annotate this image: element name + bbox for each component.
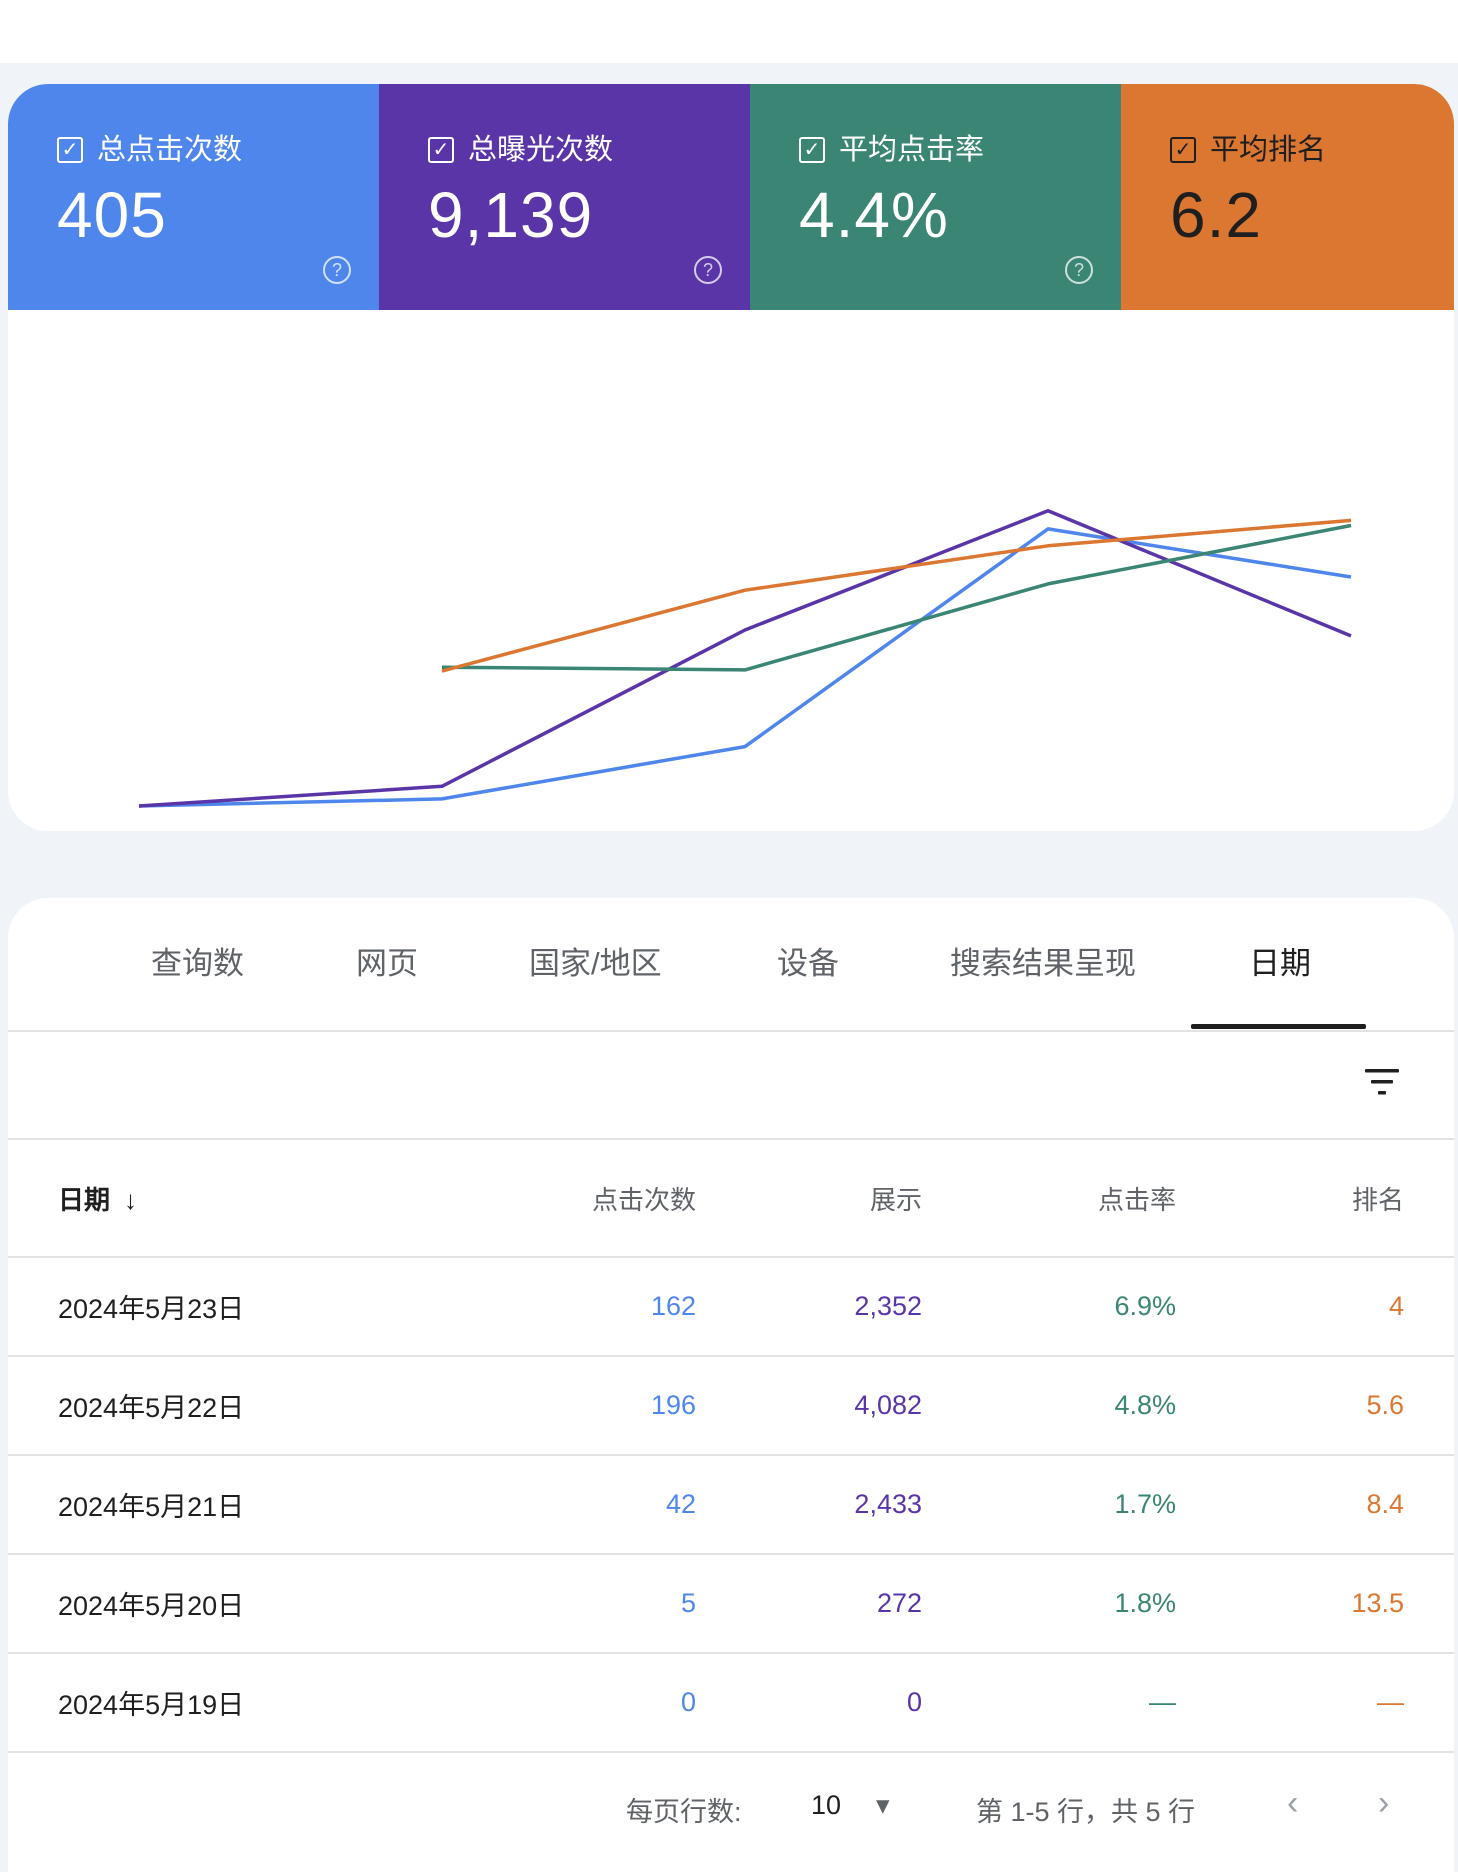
tab-dates[interactable]: 日期 [1249,946,1311,981]
cell-date: 2024年5月23日 [58,1294,245,1324]
rows-per-page-select[interactable]: 10 [811,1790,842,1820]
metric-header: ✓ 总曝光次数 [428,133,750,167]
metric-total-clicks[interactable]: ✓ 总点击次数 405 ? [8,84,379,310]
cell-ctr: 1.7% [1114,1489,1176,1519]
metric-value: 405 [57,179,167,251]
cell-date: 2024年5月22日 [58,1393,245,1423]
table-row[interactable]: 2024年5月21日 42 2,433 1.7% 8.4 [8,1455,1454,1554]
cell-impressions: 272 [876,1588,922,1618]
help-icon[interactable]: ? [1065,256,1093,284]
series-line-0 [138,527,1352,808]
column-header-date[interactable]: 日期 ↓ [8,1140,388,1257]
metric-label: 总点击次数 [97,134,243,166]
metric-value: 4.4% [799,179,949,251]
cell-date: 2024年5月19日 [58,1690,245,1720]
checkbox-checked-icon[interactable]: ✓ [1170,137,1196,163]
cell-position: 13.5 [1351,1588,1404,1618]
series-line-3 [441,518,1352,673]
filter-bar [8,1032,1454,1140]
metric-value: 6.2 [1170,179,1262,251]
cell-clicks: 0 [680,1687,696,1717]
column-header-impressions[interactable]: 展示 [869,1184,922,1215]
cell-clicks: 196 [650,1390,696,1420]
checkbox-checked-icon[interactable]: ✓ [428,137,454,163]
tab-countries[interactable]: 国家/地区 [529,946,662,981]
checkbox-checked-icon[interactable]: ✓ [57,137,83,163]
checkbox-checked-icon[interactable]: ✓ [799,137,825,163]
cell-position: 4 [1388,1291,1404,1321]
cell-position: 8.4 [1366,1489,1404,1519]
dimension-tabs: 查询数 网页 国家/地区 设备 搜索结果呈现 日期 [8,898,1454,1032]
sort-arrow-down-icon[interactable]: ↓ [124,1184,138,1215]
performance-line-chart: 2024/5/192024/5/202024/5/212024/5/222024… [138,509,1352,808]
cell-impressions: 0 [906,1687,922,1717]
top-bar [0,0,1458,63]
cell-clicks: 162 [650,1291,696,1321]
tab-pages[interactable]: 网页 [356,946,418,981]
pagination: 每页行数: 10 ▾ 第 1-5 行，共 5 行 ‹ › [8,1750,1454,1872]
table-row[interactable]: 2024年5月23日 162 2,352 6.9% 4 [8,1257,1454,1356]
cell-ctr: 6.9% [1114,1291,1176,1321]
metric-average-ctr[interactable]: ✓ 平均点击率 4.4% ? [750,84,1121,310]
cell-date: 2024年5月21日 [58,1492,245,1522]
table-row[interactable]: 2024年5月20日 5 272 1.8% 13.5 [8,1554,1454,1653]
series-line-2 [441,523,1352,672]
metric-cards: ✓ 总点击次数 405 ? ✓ 总曝光次数 9,139 ? ✓ 平均点击率 4.… [8,84,1454,310]
cell-ctr: 1.8% [1114,1588,1176,1618]
metric-average-position[interactable]: ✓ 平均排名 6.2 ? [1121,84,1454,310]
cell-clicks: 5 [680,1588,696,1618]
cell-clicks: 42 [665,1489,696,1519]
help-icon[interactable]: ? [694,256,722,284]
performance-card: ✓ 总点击次数 405 ? ✓ 总曝光次数 9,139 ? ✓ 平均点击率 4.… [8,84,1454,831]
metric-header: ✓ 平均点击率 [799,133,1121,167]
metric-total-impressions[interactable]: ✓ 总曝光次数 9,139 ? [379,84,750,310]
metric-value: 9,139 [428,179,594,251]
metric-header: ✓ 平均排名 [1170,133,1454,167]
cell-date: 2024年5月20日 [58,1591,245,1621]
rows-per-page-label: 每页行数: [626,1797,742,1827]
series-line-1 [138,509,1352,808]
cell-impressions: 2,352 [854,1291,922,1321]
details-card: 查询数 网页 国家/地区 设备 搜索结果呈现 日期 日期 ↓ 点击次数 展示 点击… [8,898,1454,1872]
tab-search-appearance[interactable]: 搜索结果呈现 [950,946,1136,981]
table-row[interactable]: 2024年5月19日 0 0 — — [8,1653,1454,1752]
metric-label: 平均点击率 [839,134,985,166]
cell-position: 5.6 [1366,1390,1404,1420]
metric-label: 总曝光次数 [468,134,614,166]
table-header-row: 日期 ↓ 点击次数 展示 点击率 排名 [8,1140,1454,1257]
metric-header: ✓ 总点击次数 [57,133,379,167]
table-row[interactable]: 2024年5月22日 196 4,082 4.8% 5.6 [8,1356,1454,1455]
previous-page-icon[interactable]: ‹ [1287,1784,1299,1822]
column-header-position[interactable]: 排名 [1351,1184,1404,1215]
cell-impressions: 4,082 [854,1390,922,1420]
cell-impressions: 2,433 [854,1489,922,1519]
filter-icon[interactable] [1362,1062,1402,1102]
metric-label: 平均排名 [1210,134,1327,166]
column-header-clicks[interactable]: 点击次数 [591,1184,696,1215]
help-icon[interactable]: ? [323,256,351,284]
chevron-down-icon[interactable]: ▾ [876,1790,890,1820]
data-table: 日期 ↓ 点击次数 展示 点击率 排名 2024年5月23日 162 2,352 … [8,1140,1454,1753]
cell-ctr: 4.8% [1114,1390,1176,1420]
tab-devices[interactable]: 设备 [777,946,839,981]
cell-ctr: — [1149,1687,1176,1717]
column-header-label: 日期 [58,1184,111,1215]
column-header-ctr[interactable]: 点击率 [1097,1184,1176,1215]
tab-queries[interactable]: 查询数 [151,946,244,981]
active-tab-indicator [1191,1024,1366,1029]
next-page-icon[interactable]: › [1378,1784,1390,1822]
cell-position: — [1377,1687,1404,1717]
pagination-range: 第 1-5 行，共 5 行 [976,1797,1196,1827]
